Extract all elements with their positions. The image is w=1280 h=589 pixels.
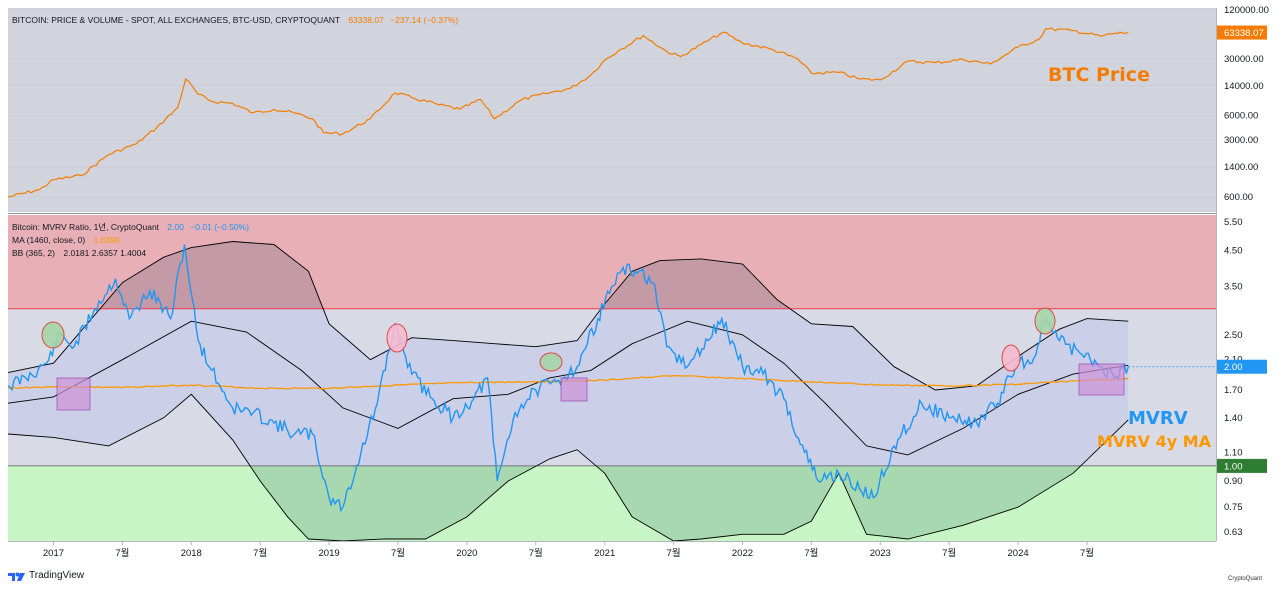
price-tick-label: 14000.00: [1224, 81, 1264, 92]
tradingview-brand: TradingView: [29, 570, 85, 581]
time-tick-label: 2023: [870, 548, 891, 559]
mvrv-pane: [7, 215, 1216, 542]
price-tick-label: 30000.00: [1224, 54, 1264, 65]
mvrv-y-axis: 5.504.503.502.502.101.701.401.100.900.75…: [1224, 217, 1243, 538]
ma-legend-label: MA (1460, close, 0): [12, 235, 85, 245]
time-tick-label: 7월: [942, 547, 956, 559]
bb-basis-line: [7, 320, 1129, 456]
cryptoquant-watermark: CryptoQuant: [1228, 576, 1262, 582]
mvrv-tick-label: 4.50: [1224, 246, 1243, 257]
green-circle-mark: [1034, 307, 1056, 335]
time-tick-label: 2024: [1008, 548, 1029, 559]
price-y-axis: 120000.00 30000.00 14000.00 6000.00 3000.00 1…: [1224, 5, 1269, 203]
mvrv-tick-label: 1.10: [1224, 447, 1243, 458]
price-pane-background: [8, 8, 1216, 212]
annotation-marks: [41, 307, 1125, 411]
time-tick-label: 7월: [391, 547, 405, 559]
mvrv-tick-label: 1.70: [1224, 385, 1243, 396]
price-tick-label: 120000.00: [1224, 5, 1269, 16]
price-legend: BITCOIN: PRICE & VOLUME - SPOT, ALL EXCH…: [12, 15, 458, 25]
bb-legend-label: BB (365, 2): [12, 248, 55, 258]
btc-price-line: [7, 27, 1129, 198]
price-tick-label: 3000.00: [1224, 135, 1258, 146]
btc-price-label: BTC Price: [1048, 64, 1150, 86]
price-scale-tags: 63338.07 2.00 1.00: [1217, 25, 1267, 473]
time-tick-label: 2017: [43, 548, 64, 559]
band-red-overlap: [100, 241, 790, 309]
bb-upper-line: [7, 241, 1129, 391]
mvrv-ma-label: MVRV 4y MA: [1097, 432, 1212, 451]
green-circle-mark: [539, 352, 563, 372]
time-tick-label: 2018: [181, 548, 202, 559]
time-tick-label: 2020: [456, 548, 477, 559]
price-tick-label: 1400.00: [1224, 162, 1258, 173]
mvrv-last-tag-bg: [1217, 359, 1267, 374]
mvrv-tick-label: 0.90: [1224, 476, 1243, 487]
time-tick-label: 7월: [115, 547, 129, 559]
green-circle-mark: [41, 321, 65, 349]
cryptoquant-brand: CryptoQuant: [1228, 576, 1263, 582]
mvrv-tick-label: 3.50: [1224, 282, 1243, 293]
ma-legend: MA (1460, close, 0) 1.8398: [12, 235, 120, 245]
mvrv-tick-label: 0.63: [1224, 527, 1243, 538]
time-tick-label: 2021: [594, 548, 615, 559]
price-last-tag: 63338.07: [1224, 28, 1264, 39]
mvrv-tick-label: 1.40: [1224, 413, 1243, 424]
purple-box-mark: [1078, 363, 1125, 396]
bb-legend-values: 2.0181 2.6357 1.4004: [63, 248, 146, 258]
mvrv-legend-title: Bitcoin: MVRV Ratio, 1년, CryptoQuant: [12, 222, 160, 232]
mvrv-tick-label: 0.75: [1224, 502, 1243, 513]
mvrv-legend: Bitcoin: MVRV Ratio, 1년, CryptoQuant 2.0…: [12, 222, 249, 232]
price-legend-change: −237.14 (−0.37%): [390, 15, 458, 25]
time-axis: 2017 7월 2018 7월 2019 7월 2020 7월 2021 7월 2022 7월 2023…: [43, 541, 1094, 559]
mvrv-label: MVRV: [1128, 408, 1188, 429]
tradingview-logo[interactable]: TradingView: [8, 570, 84, 581]
one-level-tag-bg: [1217, 458, 1267, 473]
time-tick-label: 2022: [732, 548, 753, 559]
time-tick-label: 7월: [804, 547, 818, 559]
ma-legend-value: 1.8398: [94, 235, 120, 245]
mvrv-legend-change: −0.01 (−0.50%): [190, 222, 249, 232]
price-legend-title: BITCOIN: PRICE & VOLUME - SPOT, ALL EXCH…: [12, 15, 340, 25]
time-tick-label: 7월: [529, 547, 543, 559]
purple-box-mark: [56, 377, 91, 411]
time-tick-label: 7월: [1080, 547, 1094, 559]
one-level-tag: 1.00: [1224, 461, 1243, 472]
time-tick-label: 7월: [667, 547, 681, 559]
pink-circle-mark: [386, 323, 408, 353]
mvrv-tick-label: 2.50: [1224, 330, 1243, 341]
mvrv-line: [7, 244, 1129, 513]
band-green-overlap: [250, 465, 1081, 541]
mvrv-last-tag: 2.00: [1224, 362, 1243, 373]
mvrv-legend-value: 2.00: [167, 222, 184, 232]
price-tick-label: 6000.00: [1224, 111, 1258, 122]
bb-lower-line: [7, 393, 1129, 542]
pink-circle-mark: [1001, 344, 1021, 372]
mvrv-tick-label: 5.50: [1224, 217, 1243, 228]
price-legend-value: 63338.07: [348, 15, 384, 25]
tradingview-icon: [8, 571, 25, 581]
time-tick-label: 7월: [253, 547, 267, 559]
time-tick-label: 2019: [319, 548, 340, 559]
price-tick-label: 600.00: [1224, 192, 1253, 203]
bb-legend: BB (365, 2) 2.0181 2.6357 1.4004: [12, 248, 146, 258]
price-grid: [8, 9, 1216, 198]
price-last-tag-bg: [1217, 25, 1267, 40]
purple-box-mark: [560, 377, 588, 402]
